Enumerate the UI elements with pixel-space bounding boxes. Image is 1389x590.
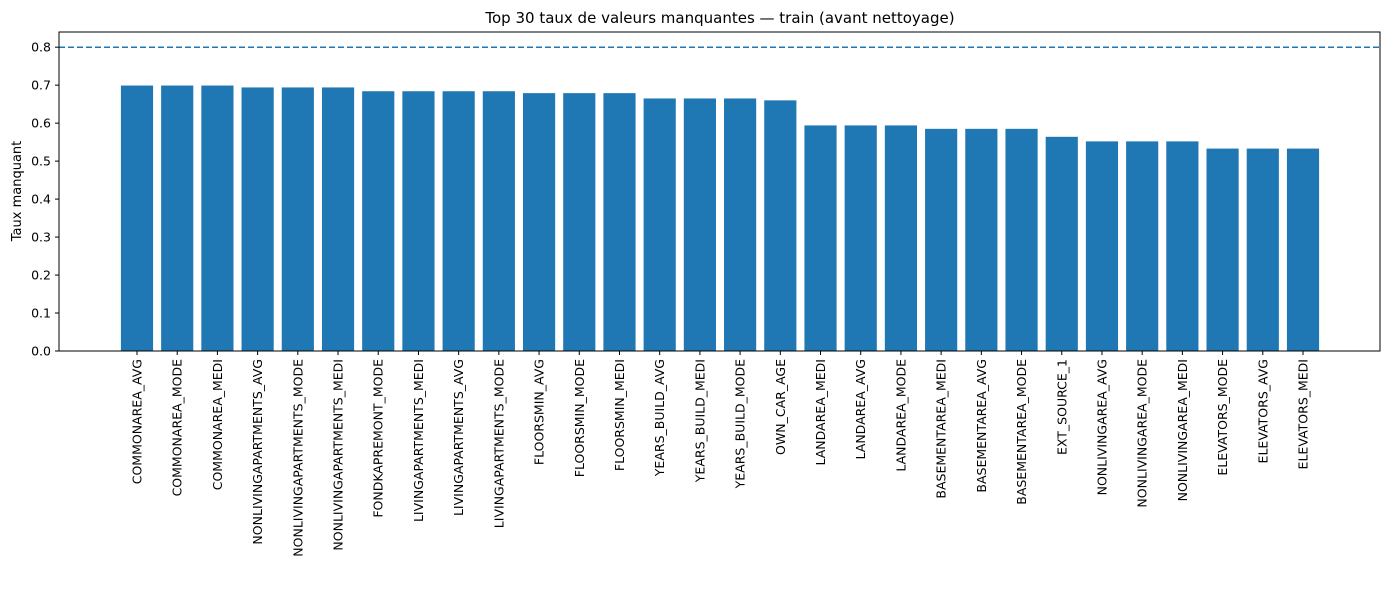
bars-group xyxy=(120,85,1320,352)
x-tick-label: ELEVATORS_AVG xyxy=(1255,359,1270,463)
x-tick-label: LIVINGAPARTMENTS_MODE xyxy=(491,359,506,528)
y-tick-label: 0.2 xyxy=(31,268,51,283)
bar-years-build-medi xyxy=(683,98,716,351)
x-tick-label: FLOORSMIN_AVG xyxy=(532,359,547,465)
x-tick-label: COMMONAREA_AVG xyxy=(130,359,145,484)
x-tick-label: FONDKAPREMONT_MODE xyxy=(371,359,386,518)
x-tick-label: NONLIVINGAPARTMENTS_AVG xyxy=(250,359,265,545)
bar-floorsmin-mode xyxy=(563,93,596,352)
bar-nonlivingapartments-medi xyxy=(321,87,355,351)
bar-landarea-mode xyxy=(884,125,918,352)
bar-own-car-age xyxy=(764,100,797,351)
x-tick-label: COMMONAREA_MEDI xyxy=(210,359,225,490)
x-tick-label: LIVINGAPARTMENTS_MEDI xyxy=(411,359,426,522)
x-tick-label: LIVINGAPARTMENTS_AVG xyxy=(451,359,466,516)
bar-nonlivingarea-avg xyxy=(1085,141,1119,351)
y-axis-label: Taux manquant xyxy=(10,141,25,242)
bar-livingapartments-mode xyxy=(482,91,515,351)
x-tick-label: NONLIVINGAPARTMENTS_MODE xyxy=(290,359,305,557)
x-tick-label: FLOORSMIN_MODE xyxy=(572,359,587,477)
x-tick-label: ELEVATORS_MODE xyxy=(1215,359,1230,476)
x-tick-label: LANDAREA_MODE xyxy=(893,359,908,472)
y-tick-label: 0.4 xyxy=(31,192,51,207)
x-tick-label: BASEMENTAREA_MODE xyxy=(1014,359,1029,505)
plot-frame xyxy=(58,31,1381,352)
bar-basementarea-medi xyxy=(925,128,958,351)
x-tick-label: EXT_SOURCE_1 xyxy=(1054,359,1069,455)
bar-nonlivingarea-medi xyxy=(1166,141,1199,351)
bar-elevators-avg xyxy=(1246,148,1279,351)
y-tick-label: 0.5 xyxy=(31,154,51,169)
bar-commonarea-avg xyxy=(120,85,154,352)
x-tick-label: NONLIVINGAREA_MODE xyxy=(1135,359,1150,508)
bar-years-build-avg xyxy=(643,98,676,351)
x-tick-label: YEARS_BUILD_AVG xyxy=(652,359,667,477)
bar-fondkapremont-mode xyxy=(362,91,395,351)
x-tick-label: ELEVATORS_MEDI xyxy=(1296,359,1311,469)
y-tick-label: 0.3 xyxy=(31,230,51,245)
bar-floorsmin-medi xyxy=(603,93,636,352)
bar-floorsmin-avg xyxy=(522,93,556,352)
x-tick-label: COMMONAREA_MODE xyxy=(170,359,185,497)
y-tick-label: 0.8 xyxy=(31,40,51,55)
y-tick-label: 0.1 xyxy=(31,306,51,321)
bar-ext-source-1 xyxy=(1045,136,1078,351)
bar-years-build-mode xyxy=(724,98,757,351)
x-tick-label: LANDAREA_AVG xyxy=(853,359,868,459)
bar-livingapartments-medi xyxy=(402,91,435,351)
bar-elevators-medi xyxy=(1286,148,1320,351)
x-tick-label: FLOORSMIN_MEDI xyxy=(612,359,627,471)
y-tick-label: 0.7 xyxy=(31,78,51,93)
bar-nonlivingarea-mode xyxy=(1126,141,1159,351)
bar-nonlivingapartments-mode xyxy=(281,87,314,351)
x-tick-label: NONLIVINGAREA_AVG xyxy=(1094,359,1109,495)
bar-livingapartments-avg xyxy=(442,91,475,351)
bar-basementarea-mode xyxy=(1005,128,1038,351)
bar-basementarea-avg xyxy=(965,128,998,351)
x-tick-label: NONLIVINGAPARTMENTS_MEDI xyxy=(331,359,346,551)
bar-commonarea-mode xyxy=(161,85,194,352)
bar-landarea-medi xyxy=(804,125,837,352)
x-tick-label: YEARS_BUILD_MEDI xyxy=(692,359,707,483)
x-tick-label: NONLIVINGAREA_MEDI xyxy=(1175,359,1190,501)
bar-elevators-mode xyxy=(1206,148,1239,351)
x-tick-label: YEARS_BUILD_MODE xyxy=(733,359,748,489)
x-tick-label: LANDAREA_MEDI xyxy=(813,359,828,466)
x-tick-label: BASEMENTAREA_MEDI xyxy=(934,359,949,499)
bar-commonarea-medi xyxy=(201,85,234,352)
y-tick-label: 0.6 xyxy=(31,116,51,131)
x-tick-label: BASEMENTAREA_AVG xyxy=(974,359,989,493)
x-axis-ticks: COMMONAREA_AVG COMMONAREA_MODE COMMONAREA_… xyxy=(130,351,1311,557)
x-tick-label: OWN_CAR_AGE xyxy=(773,359,788,455)
bar-nonlivingapartments-avg xyxy=(241,87,274,351)
chart-title: Top 30 taux de valeurs manquantes — trai… xyxy=(484,9,954,27)
bar-landarea-avg xyxy=(844,125,877,352)
y-axis-ticks: 0.0 0.1 0.2 0.3 0.4 0.5 0.6 0.7 0.8 xyxy=(31,40,59,359)
y-tick-label: 0.0 xyxy=(31,344,51,359)
